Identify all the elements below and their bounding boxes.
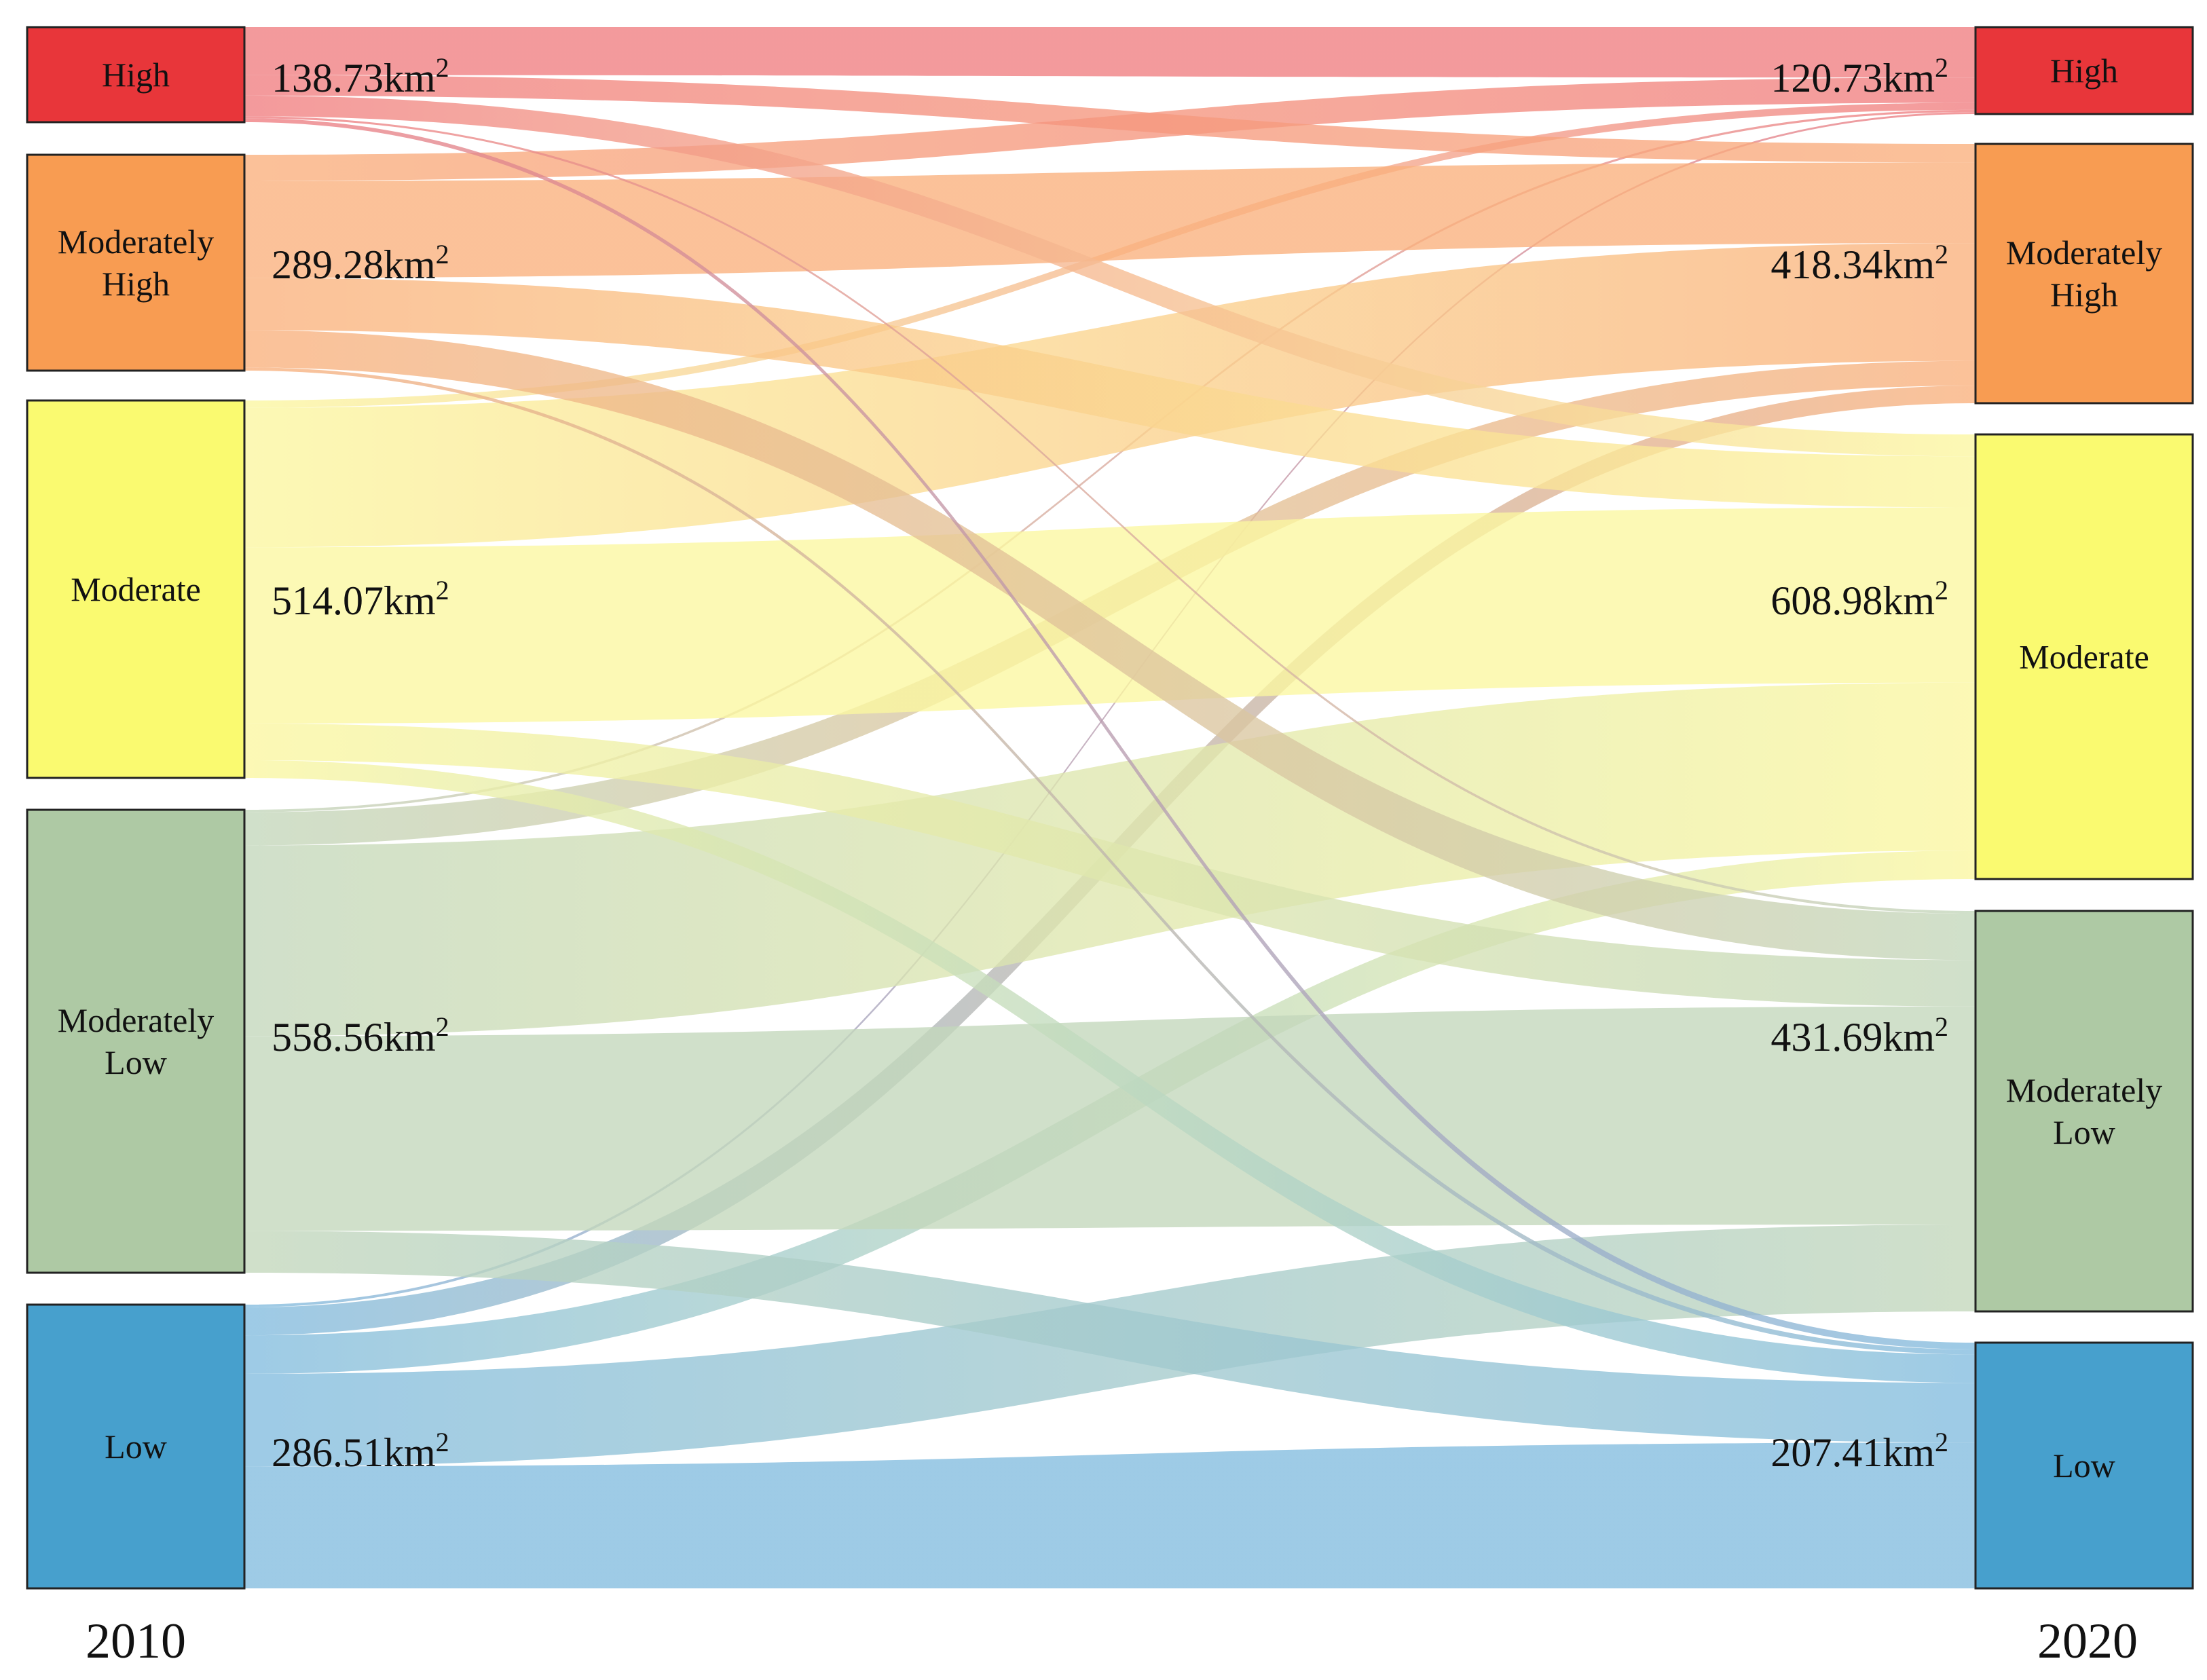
node-2010-moderate xyxy=(26,399,246,779)
flow-moderate-to-moderately-low xyxy=(244,723,1976,1007)
node-2020-moderate xyxy=(1974,433,2194,880)
area-labels: 138.73km2 120.73km2 289.28km2 418.34km2 514.… xyxy=(272,52,1948,1475)
node-label-2010-low: Low xyxy=(105,1427,167,1466)
node-2010-moderately-low xyxy=(26,808,246,1274)
node-2020-low xyxy=(1974,1341,2194,1590)
area-label-2020-moderately-high: 418.34km2 xyxy=(1770,239,1948,287)
node-2020-high xyxy=(1974,26,2194,115)
flow-moderately-low-to-high xyxy=(244,109,1976,813)
flow-moderately-low-to-low xyxy=(244,1231,1976,1443)
node-label-2010-moderately-high: Moderately xyxy=(58,223,214,261)
category-nodes: High High Moderately High Moderately High Mode… xyxy=(26,26,2194,1590)
area-label-2020-low: 207.41km2 xyxy=(1770,1427,1948,1475)
node-label-2010-moderately-high: High xyxy=(102,265,170,303)
flow-low-to-high xyxy=(244,112,1976,1307)
area-label-2010-moderate: 514.07km2 xyxy=(272,575,449,623)
area-label-2020-moderate: 608.98km2 xyxy=(1770,575,1948,623)
area-label-2010-moderately-high: 289.28km2 xyxy=(272,239,449,287)
area-label-2020-high: 120.73km2 xyxy=(1770,52,1948,100)
node-label-2020-moderately-low: Low xyxy=(2053,1113,2115,1151)
flow-links xyxy=(244,27,1976,1588)
node-label-2020-moderately-low: Moderately xyxy=(2006,1071,2162,1109)
node-label-2020-low: Low xyxy=(2053,1446,2115,1485)
flow-moderately-high-to-moderate xyxy=(244,278,1976,508)
node-label-2020-moderate: Moderate xyxy=(2019,638,2149,676)
node-2010-moderately-high xyxy=(26,153,246,372)
node-label-2010-moderately-low: Moderately xyxy=(58,1001,214,1039)
node-2020-moderately-low xyxy=(1974,910,2194,1313)
area-label-2010-low: 286.51km2 xyxy=(272,1427,449,1475)
node-2020-moderately-high xyxy=(1974,143,2194,405)
node-label-2020-high: High xyxy=(2050,52,2118,90)
flow-high-to-moderate xyxy=(244,95,1976,457)
year-label-2010: 2010 xyxy=(86,1613,186,1669)
area-label-2010-moderately-low: 558.56km2 xyxy=(272,1011,449,1060)
flow-high-to-moderately-low xyxy=(244,116,1976,914)
flow-high-to-high xyxy=(244,27,1976,78)
flow-moderately-low-to-moderately-low xyxy=(244,1006,1976,1231)
node-2010-high xyxy=(26,26,246,124)
node-label-2010-high: High xyxy=(102,56,170,94)
area-label-2010-high: 138.73km2 xyxy=(272,52,449,100)
flow-low-to-low xyxy=(244,1442,1976,1588)
flow-moderate-to-moderate xyxy=(244,507,1976,724)
flow-high-to-moderately-high xyxy=(244,75,1976,163)
flow-moderately-high-to-low xyxy=(244,367,1976,1355)
flow-high-to-low xyxy=(244,118,1976,1349)
node-label-2020-moderately-high: High xyxy=(2050,276,2118,314)
flow-moderate-to-low xyxy=(244,760,1976,1383)
year-label-2020: 2020 xyxy=(2037,1613,2138,1669)
node-label-2010-moderately-low: Low xyxy=(105,1043,167,1081)
node-2010-low xyxy=(26,1303,246,1590)
node-label-2020-moderately-high: Moderately xyxy=(2006,234,2162,272)
node-label-2010-moderate: Moderate xyxy=(71,570,201,608)
area-label-2020-moderately-low: 431.69km2 xyxy=(1770,1011,1948,1060)
flow-moderately-high-to-high xyxy=(244,77,1976,181)
flow-moderately-high-to-moderately-low xyxy=(244,330,1976,960)
